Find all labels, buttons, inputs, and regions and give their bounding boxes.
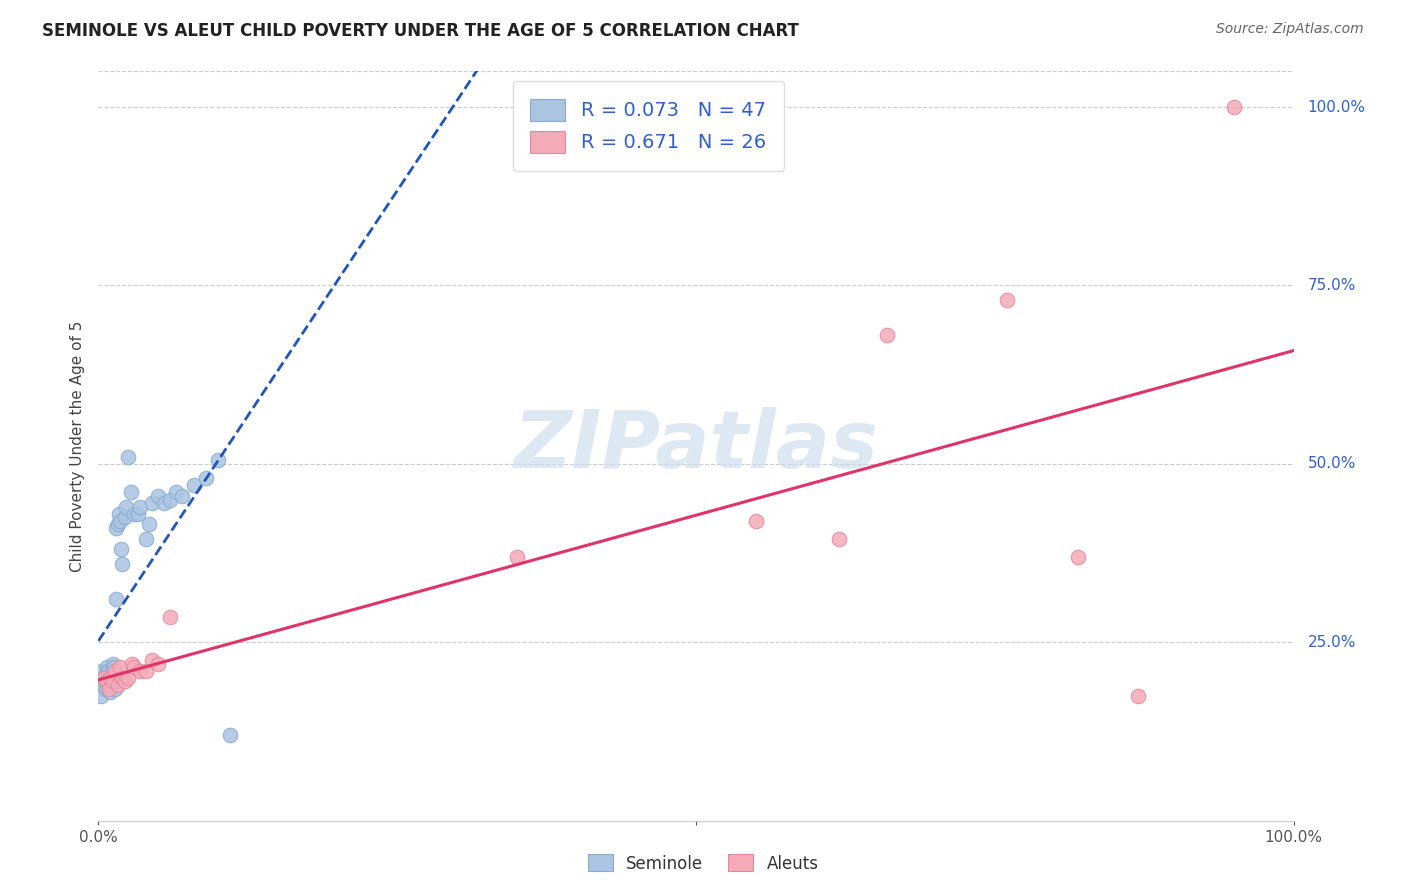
Point: [103, 660, 125, 674]
Point: [107, 517, 129, 532]
Point: [107, 678, 129, 692]
Point: [828, 532, 851, 546]
Point: [745, 514, 768, 528]
Point: [124, 507, 146, 521]
Point: [120, 485, 142, 500]
Point: [124, 660, 146, 674]
Point: [121, 657, 143, 671]
Point: [91, 664, 114, 678]
Point: [98, 674, 121, 689]
Point: [94, 681, 117, 696]
Point: [108, 660, 131, 674]
Point: [91, 678, 114, 692]
Point: [90, 689, 112, 703]
Point: [111, 557, 134, 571]
Point: [97, 671, 120, 685]
Point: [100, 664, 122, 678]
Point: [219, 728, 242, 742]
Point: [135, 532, 157, 546]
Point: [93, 674, 115, 689]
Point: [148, 489, 170, 503]
Point: [117, 671, 139, 685]
Point: [100, 674, 122, 689]
Point: [96, 660, 118, 674]
Point: [111, 671, 134, 685]
Point: [129, 664, 152, 678]
Point: [89, 671, 111, 685]
Point: [1067, 549, 1090, 564]
Point: [98, 671, 122, 685]
Point: [195, 471, 218, 485]
Point: [135, 664, 157, 678]
Text: Source: ZipAtlas.com: Source: ZipAtlas.com: [1216, 22, 1364, 37]
Point: [114, 510, 136, 524]
Point: [98, 671, 122, 685]
Point: [115, 500, 138, 514]
Point: [97, 664, 120, 678]
Y-axis label: Child Poverty Under the Age of 5: Child Poverty Under the Age of 5: [69, 320, 84, 572]
Point: [108, 514, 131, 528]
Point: [93, 671, 115, 685]
Point: [148, 657, 170, 671]
Text: 25.0%: 25.0%: [1308, 635, 1355, 649]
Point: [105, 521, 128, 535]
Point: [101, 671, 124, 685]
Point: [141, 653, 163, 667]
Point: [96, 674, 118, 689]
Point: [96, 674, 118, 689]
Point: [159, 492, 181, 507]
Point: [117, 450, 139, 464]
Point: [995, 293, 1018, 307]
Point: [876, 328, 898, 343]
Point: [1128, 689, 1150, 703]
Point: [183, 478, 205, 492]
Point: [1223, 100, 1246, 114]
Legend: Seminole, Aleuts: Seminole, Aleuts: [581, 847, 825, 880]
Point: [506, 549, 529, 564]
Point: [101, 674, 124, 689]
Point: [103, 674, 125, 689]
Point: [104, 681, 127, 696]
Point: [138, 517, 160, 532]
Point: [98, 681, 121, 696]
Point: [129, 500, 152, 514]
Point: [105, 592, 128, 607]
Point: [207, 453, 229, 467]
Point: [98, 685, 122, 699]
Point: [110, 542, 132, 557]
Point: [159, 610, 181, 624]
Text: ZIPatlas: ZIPatlas: [513, 407, 879, 485]
Point: [104, 664, 127, 678]
Text: 50.0%: 50.0%: [1308, 457, 1355, 471]
Point: [153, 496, 176, 510]
Point: [165, 485, 187, 500]
Point: [172, 489, 194, 503]
Point: [101, 657, 124, 671]
Text: 100.0%: 100.0%: [1308, 100, 1365, 114]
Point: [141, 496, 163, 510]
Text: 75.0%: 75.0%: [1308, 278, 1355, 293]
Point: [114, 674, 136, 689]
Point: [98, 681, 121, 696]
Point: [127, 507, 149, 521]
Legend: R = 0.073   N = 47, R = 0.671   N = 26: R = 0.073 N = 47, R = 0.671 N = 26: [513, 81, 783, 170]
Point: [107, 507, 129, 521]
Text: SEMINOLE VS ALEUT CHILD POVERTY UNDER THE AGE OF 5 CORRELATION CHART: SEMINOLE VS ALEUT CHILD POVERTY UNDER TH…: [42, 22, 799, 40]
